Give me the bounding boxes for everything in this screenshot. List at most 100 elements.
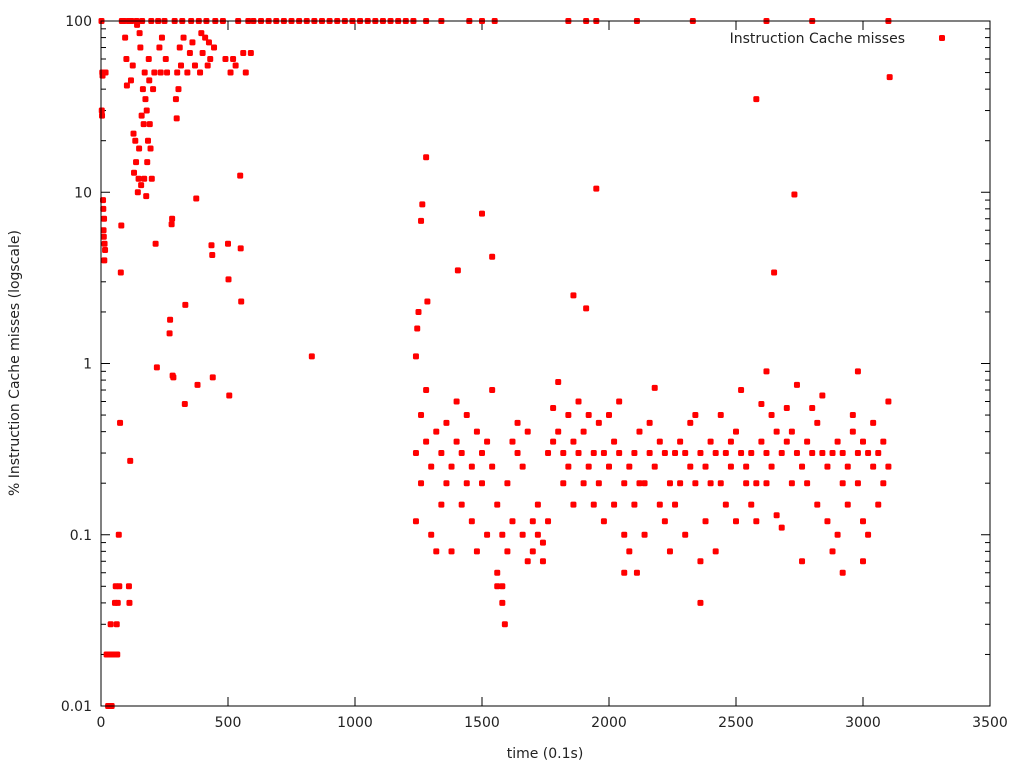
data-point — [763, 368, 770, 375]
data-point — [824, 518, 831, 525]
data-point — [570, 438, 577, 445]
data-point — [193, 195, 200, 202]
x-axis-label: time (0.1s) — [507, 746, 584, 762]
y-tick-label: 10 — [74, 185, 92, 201]
data-point — [453, 438, 460, 445]
data-point — [727, 463, 734, 470]
data-point — [616, 450, 623, 457]
data-point — [227, 69, 234, 76]
data-point — [593, 185, 600, 192]
data-point — [590, 450, 597, 457]
data-point — [783, 404, 790, 411]
y-tick-label: 0.1 — [70, 528, 92, 544]
data-point — [621, 531, 628, 538]
data-point — [829, 450, 836, 457]
data-point — [865, 531, 872, 538]
data-point — [479, 450, 485, 457]
data-point — [697, 599, 704, 606]
data-point — [565, 412, 572, 419]
data-point — [101, 240, 108, 247]
axis-ticks — [100, 20, 991, 707]
data-point — [738, 387, 745, 394]
data-point — [606, 463, 612, 470]
data-point — [172, 96, 179, 103]
data-point — [514, 450, 521, 457]
data-point — [748, 501, 755, 508]
data-point — [611, 501, 618, 508]
data-point — [788, 428, 795, 435]
data-point — [127, 77, 134, 84]
data-point — [225, 276, 232, 283]
data-point — [524, 428, 531, 435]
data-point — [199, 50, 206, 57]
data-point — [687, 463, 694, 470]
data-point — [722, 501, 729, 508]
data-point — [202, 34, 209, 41]
data-point — [137, 44, 144, 51]
data-point — [174, 69, 181, 76]
data-point — [134, 21, 141, 28]
y-tick-labels: 0.01 0.1 1 10 100 — [61, 14, 92, 715]
data-point — [308, 353, 315, 360]
data-point — [499, 599, 506, 606]
data-point — [758, 438, 765, 445]
data-point — [225, 240, 231, 247]
data-point — [819, 450, 826, 457]
data-point — [707, 438, 714, 445]
data-point — [100, 205, 107, 212]
data-point — [418, 480, 425, 487]
data-point — [727, 438, 734, 445]
data-point — [824, 463, 831, 470]
data-point — [494, 569, 501, 576]
data-point — [494, 583, 501, 590]
data-point — [167, 316, 174, 323]
data-point — [135, 175, 142, 182]
data-point — [489, 253, 496, 260]
data-point — [616, 398, 623, 405]
data-point — [489, 463, 496, 470]
data-point — [414, 325, 421, 332]
data-point — [208, 242, 215, 249]
data-point — [181, 401, 188, 408]
data-point — [799, 463, 806, 470]
data-point — [100, 233, 107, 240]
data-point — [722, 450, 729, 457]
data-point — [138, 182, 145, 189]
x-tick-label: 2000 — [591, 715, 627, 731]
data-point — [621, 480, 628, 487]
data-point — [849, 412, 856, 419]
data-point — [733, 518, 739, 525]
data-point — [692, 412, 699, 419]
data-point — [412, 450, 419, 457]
data-point — [226, 392, 233, 399]
data-point — [489, 387, 496, 394]
data-point — [189, 39, 196, 46]
data-point — [125, 583, 132, 590]
data-point — [702, 463, 709, 470]
data-point — [651, 384, 658, 391]
data-point — [545, 450, 552, 457]
legend: Instruction Cache misses — [730, 31, 945, 47]
data-point — [197, 69, 204, 76]
data-point — [123, 55, 130, 62]
data-point — [595, 480, 602, 487]
data-point — [880, 480, 887, 487]
plot-frame — [100, 20, 991, 707]
data-point — [687, 419, 694, 426]
data-point — [141, 175, 148, 182]
data-point — [626, 548, 633, 555]
data-point — [666, 548, 673, 555]
data-point — [834, 531, 841, 538]
data-point — [854, 368, 861, 375]
data-point — [717, 480, 724, 487]
data-point — [600, 450, 607, 457]
data-point — [677, 438, 684, 445]
x-tick-label: 2500 — [718, 715, 754, 731]
data-point — [606, 412, 612, 419]
data-point — [494, 501, 501, 508]
data-point — [499, 531, 506, 538]
data-point — [194, 381, 201, 388]
data-point — [875, 501, 882, 508]
x-tick-label: 500 — [215, 715, 242, 731]
